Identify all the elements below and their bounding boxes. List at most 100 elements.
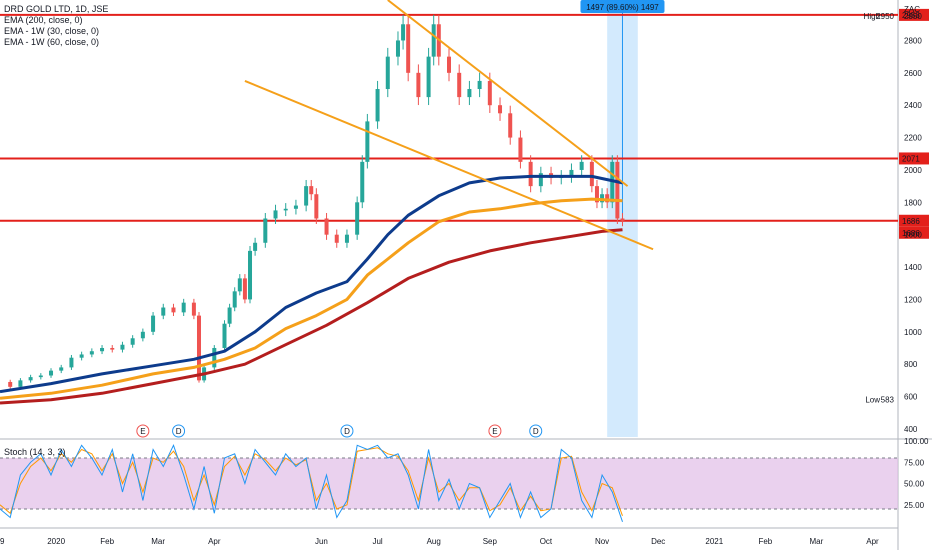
candle-body [100, 347, 105, 352]
candle-body [620, 218, 625, 221]
x-tick-13: Feb [758, 537, 772, 546]
trendline-0 [387, 0, 629, 187]
candle-body [324, 218, 329, 235]
candle-body [487, 80, 492, 106]
ema-line-2 [0, 174, 623, 394]
candle-body [120, 344, 125, 350]
candle-body [538, 173, 543, 187]
candle-body [59, 367, 64, 371]
stoch-k-line [0, 443, 623, 522]
x-tick-4: Apr [208, 537, 221, 546]
x-tick-15: Apr [866, 537, 879, 546]
candle-body [79, 354, 84, 358]
legend-ema200: EMA (200, close, 0) [4, 15, 83, 25]
candle-body [426, 56, 431, 98]
price-tick-1000: 1000 [904, 328, 922, 337]
candle-body [309, 186, 314, 195]
event-marker-4 [529, 424, 543, 438]
candle-body [237, 278, 242, 292]
candle-body [222, 323, 227, 348]
candle-body [431, 24, 436, 57]
price-tick-1200: 1200 [904, 295, 922, 304]
x-tick-12: 2021 [705, 537, 723, 546]
measure-label: 1497 (89.60%) 1497 [586, 3, 659, 12]
level-label-1686: 1686 [902, 217, 920, 226]
candle-body [110, 347, 115, 350]
x-tick-1: 2020 [47, 537, 65, 546]
candle-body [467, 89, 472, 98]
ema-line-1 [0, 197, 623, 400]
price-tick-2800: 2800 [904, 36, 922, 45]
low-label: Low [865, 395, 880, 404]
candle-body [569, 169, 574, 177]
candle-body [49, 370, 54, 376]
x-tick-11: Dec [651, 537, 665, 546]
price-tick-400: 400 [904, 425, 918, 434]
candle-body [191, 302, 196, 316]
candle-body [18, 380, 23, 387]
candle-body [28, 377, 33, 381]
candle-body [212, 347, 217, 368]
event-label-0: E [140, 427, 145, 436]
candle-body [365, 121, 370, 162]
price-tick-1400: 1400 [904, 263, 922, 272]
ema-line-0 [0, 228, 623, 405]
candle-body [293, 205, 298, 209]
candle-body [518, 137, 523, 162]
candle-body [416, 72, 421, 98]
last-price-label: 1686 [902, 229, 920, 238]
event-marker-3 [488, 424, 502, 438]
candle-body [89, 351, 94, 355]
event-label-4: D [533, 427, 539, 436]
event-marker-0 [136, 424, 150, 438]
candle-body [8, 381, 13, 387]
low-value: 583 [881, 395, 895, 404]
level-tag-2958 [899, 8, 929, 21]
candle-body [385, 56, 390, 90]
candle-body [227, 307, 232, 324]
candle-body [161, 307, 166, 316]
candle-body [375, 89, 380, 122]
candle-body [151, 315, 156, 332]
candle-body [304, 186, 309, 206]
event-label-3: E [492, 427, 497, 436]
candle-body [130, 338, 135, 345]
candle-body [283, 208, 288, 211]
level-tag-1686 [899, 214, 929, 227]
price-tick-2200: 2200 [904, 134, 922, 143]
candle-body [594, 186, 599, 203]
price-tick-2000: 2000 [904, 166, 922, 175]
candle-body [605, 194, 610, 203]
x-tick-7: Aug [427, 537, 441, 546]
candle-body [589, 161, 594, 187]
event-label-2: D [344, 427, 350, 436]
x-tick-9: Oct [540, 537, 553, 546]
candle-body [457, 72, 462, 98]
candle-body [406, 24, 411, 73]
candle-body [334, 234, 339, 243]
last-price-tag [899, 226, 929, 239]
candle-body [615, 161, 620, 219]
candle-body [69, 357, 74, 368]
level-tag-2071 [899, 152, 929, 165]
stoch-tick-75: 75.00 [904, 458, 925, 467]
candle-body [528, 161, 533, 187]
candle-body [447, 56, 451, 73]
candle-body [360, 161, 365, 203]
candle-body [38, 375, 43, 378]
candle-body [232, 291, 237, 308]
candle-body [253, 242, 258, 251]
candle-body [196, 315, 201, 381]
event-marker-1 [172, 424, 186, 438]
x-tick-8: Sep [483, 537, 498, 546]
candle-body [508, 113, 513, 138]
price-axis-bg [898, 0, 932, 550]
level-label-2071: 2071 [902, 154, 920, 163]
price-tick-2950: 2950 [904, 12, 922, 21]
candle-body [579, 161, 584, 170]
price-tick-2600: 2600 [904, 69, 922, 78]
measure-label-bg [580, 0, 665, 13]
x-tick-14: Mar [809, 537, 823, 546]
candle-body [263, 218, 268, 243]
